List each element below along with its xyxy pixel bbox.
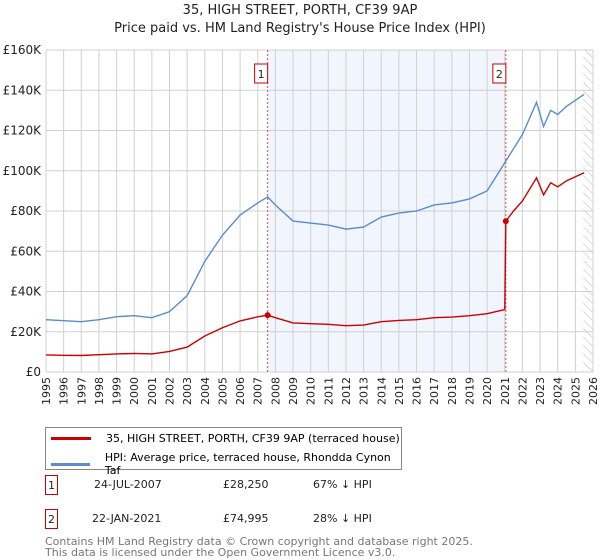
sale-hpi-diff: 67% ↓ HPI [313, 478, 372, 491]
x-tick-label: 2022 [516, 377, 529, 405]
legend-item-property: 35, HIGH STREET, PORTH, CF39 9AP (terrac… [51, 432, 400, 445]
legend-swatch-red [51, 437, 91, 440]
x-tick-label: 2010 [305, 377, 318, 405]
footer-copyright: Contains HM Land Registry data © Crown c… [45, 535, 473, 548]
legend-label: HPI: Average price, terraced house, Rhon… [104, 451, 391, 477]
y-tick-label: £40K [10, 285, 42, 299]
legend-item-hpi: HPI: Average price, terraced house, Rhon… [51, 451, 401, 477]
sale-marker-label: 1 [258, 68, 265, 81]
x-tick-label: 2000 [128, 377, 141, 405]
x-tick-label: 2023 [534, 377, 547, 405]
sale-marker-2: 2 [45, 509, 58, 529]
x-tick-label: 2004 [199, 377, 212, 405]
footer-licence: This data is licensed under the Open Gov… [45, 546, 396, 559]
sale-date: 22-JAN-2021 [92, 512, 162, 525]
price-chart: 1995 1996 1997 1998 1999 2000 2001 2002 2003 2004… [3, 43, 600, 405]
x-tick-label: 2012 [340, 377, 353, 405]
hpi-line [45, 93, 585, 323]
x-tick-label: 2015 [393, 377, 406, 405]
x-tick-label: 2026 [587, 377, 600, 405]
x-tick-label: 2005 [216, 377, 229, 405]
x-tick-label: 1998 [93, 377, 106, 405]
x-tick-label: 2014 [375, 377, 388, 405]
x-tick-label: 2024 [552, 377, 565, 405]
x-tick-label: 2001 [146, 377, 159, 405]
x-tick-label: 2019 [463, 377, 476, 405]
y-tick-label: £80K [10, 204, 42, 218]
x-tick-label: 1995 [40, 377, 53, 405]
y-tick-label: £0 [26, 365, 41, 379]
chart-title: 35, HIGH STREET, PORTH, CF39 9AP [182, 3, 418, 18]
legend: 35, HIGH STREET, PORTH, CF39 9AP (terrac… [45, 427, 402, 477]
property-price-line [45, 172, 585, 357]
sale-marker-label: 2 [496, 68, 503, 81]
x-tick-label: 2007 [252, 377, 265, 405]
sale-hpi-diff: 28% ↓ HPI [313, 512, 372, 525]
x-tick-label: 1996 [58, 377, 71, 405]
x-tick-label: 2020 [481, 377, 494, 405]
sale-marker-box [254, 63, 269, 84]
x-tick-label: 2011 [322, 377, 335, 405]
sale-point [264, 312, 271, 319]
x-tick-label: 2009 [287, 377, 300, 405]
y-tick-label: £100K [3, 164, 43, 178]
legend-swatch-blue [51, 462, 90, 466]
y-tick-label: £160K [3, 43, 43, 57]
chart-subtitle: Price paid vs. HM Land Registry's House … [114, 21, 486, 36]
x-tick-label: 2008 [269, 377, 282, 405]
sale-marker-1: 1 [45, 475, 58, 495]
sale-date: 24-JUL-2007 [94, 478, 162, 491]
x-tick-label: 2006 [234, 377, 247, 405]
sale-row: 1 24-JUL-2007 £28,250 67% ↓ HPI [45, 475, 445, 497]
x-tick-label: 2017 [428, 377, 441, 405]
x-tick-label: 2016 [411, 377, 424, 405]
sale-marker-box [492, 63, 507, 84]
x-tick-label: 2013 [358, 377, 371, 405]
x-tick-label: 2021 [499, 377, 512, 405]
y-tick-label: £20K [10, 325, 42, 339]
sale-row: 2 22-JAN-2021 £74,995 28% ↓ HPI [45, 509, 445, 531]
x-tick-label: 1997 [75, 377, 88, 405]
sale-price: £28,250 [223, 478, 269, 491]
x-tick-label: 2018 [446, 377, 459, 405]
y-tick-label: £120K [3, 124, 43, 138]
sale-point [502, 218, 509, 225]
x-tick-label: 2003 [181, 377, 194, 405]
y-tick-label: £60K [10, 244, 42, 258]
x-tick-label: 2002 [164, 377, 177, 405]
y-tick-label: £140K [3, 83, 43, 97]
x-tick-label: 2025 [569, 377, 582, 405]
sale-price: £74,995 [223, 512, 269, 525]
legend-label: 35, HIGH STREET, PORTH, CF39 9AP (terrac… [106, 432, 400, 445]
x-tick-label: 1999 [111, 377, 124, 405]
